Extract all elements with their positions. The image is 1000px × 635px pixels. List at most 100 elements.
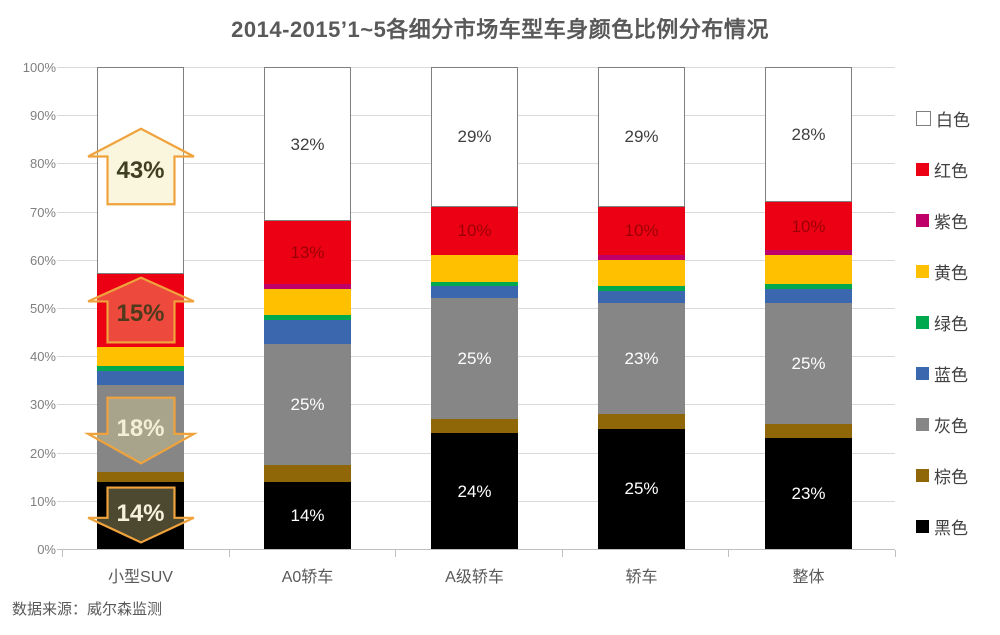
legend-item-棕色: 棕色 (916, 450, 1000, 501)
segment-黄色 (765, 255, 852, 284)
arrow-annotation-down: 18% (87, 397, 195, 464)
segment-value-label: 10% (791, 216, 826, 236)
segment-黄色 (431, 255, 518, 282)
y-axis-tick-label: 40% (29, 349, 56, 365)
segment-红色 (97, 274, 184, 347)
plot-area: 小型SUV 14% 25% 13% 32% A0轿车 24% 25% 10% 29% A级轿车 25%… (57, 67, 896, 586)
y-axis-tick-label: 0% (37, 542, 56, 557)
segment-绿色 (765, 283, 852, 289)
segment-value-label: 23% (624, 349, 659, 369)
arrow-annotation-value: 14% (116, 499, 165, 527)
arrow-annotation-down: 14% (87, 487, 195, 543)
segment-蓝色 (264, 320, 351, 345)
legend-swatch-icon (916, 163, 929, 176)
segment-紫色 (765, 250, 852, 255)
segment-黑色: 25% (598, 428, 685, 549)
x-axis-tick (895, 550, 896, 557)
x-axis-category-label: 轿车 (625, 569, 658, 586)
segment-黄色 (264, 288, 351, 316)
segment-value-label: 25% (791, 353, 826, 373)
source-note: 数据来源：威尔森监测 (12, 601, 163, 618)
legend-label: 红色 (934, 162, 968, 181)
arrow-annotation-up: 43% (87, 128, 195, 205)
x-axis-category-label: 小型SUV (108, 569, 173, 586)
x-axis-tick (561, 550, 563, 557)
segment-黄色 (97, 346, 184, 366)
segment-value-label: 10% (624, 221, 659, 241)
segment-绿色 (97, 365, 184, 371)
legend-swatch-icon (916, 316, 929, 329)
segment-黑色 (97, 481, 184, 549)
segment-value-label: 14% (290, 505, 325, 525)
legend-swatch-icon (916, 418, 929, 431)
segment-蓝色 (598, 291, 685, 304)
arrow-annotation-value: 43% (116, 157, 165, 185)
legend-label: 白色 (936, 111, 970, 130)
legend-label: 棕色 (934, 468, 968, 487)
segment-绿色 (598, 286, 685, 292)
chart-title: 2014-2015’1~5各细分市场车型车身颜色比例分布情况 (231, 17, 769, 42)
y-axis-tick-label: 100% (22, 60, 56, 75)
y-axis-tick-label: 80% (29, 156, 56, 172)
y-axis-tick-label: 10% (29, 493, 56, 509)
segment-紫色 (598, 255, 685, 260)
segment-灰色: 23% (598, 303, 685, 415)
segment-绿色 (431, 281, 518, 287)
segment-白色: 29% (431, 67, 518, 207)
segment-棕色 (97, 471, 184, 482)
stacked-bar-A0轿车: 14% 25% 13% 32% (264, 67, 351, 549)
y-axis-tick-label: 20% (29, 445, 56, 461)
x-axis-tick (228, 550, 230, 557)
segment-棕色 (765, 423, 852, 439)
y-axis-tick-label: 30% (29, 397, 56, 413)
legend-swatch-icon (916, 520, 929, 533)
segment-蓝色 (765, 288, 852, 304)
x-axis-category-label: 整体 (792, 569, 825, 586)
segment-value-label: 29% (624, 127, 659, 147)
legend-item-白色: 白色 (916, 93, 1000, 144)
segment-白色: 32% (264, 67, 351, 222)
segment-绿色 (264, 315, 351, 321)
segment-灰色 (97, 385, 184, 472)
x-axis-tick (395, 550, 397, 557)
y-axis-tick-label: 50% (29, 301, 56, 316)
segment-value-label: 28% (791, 124, 826, 144)
segment-白色: 28% (765, 67, 852, 202)
segment-红色: 10% (431, 206, 518, 255)
segment-棕色 (431, 418, 518, 434)
segment-value-label: 13% (290, 243, 325, 263)
segment-value-label: 25% (290, 394, 325, 414)
y-axis-tick-label: 70% (29, 204, 56, 220)
stacked-bar-小型SUV (97, 67, 184, 549)
legend-item-绿色: 绿色 (916, 297, 1000, 348)
segment-value-label: 10% (457, 221, 492, 241)
segment-白色 (97, 67, 184, 275)
legend-swatch-icon (916, 265, 929, 278)
legend-label: 紫色 (934, 213, 968, 232)
x-axis-category-label: A级轿车 (445, 569, 504, 586)
segment-value-label: 24% (457, 481, 492, 501)
legend-label: 灰色 (934, 417, 968, 436)
segment-红色: 13% (264, 221, 351, 284)
x-axis-tick (62, 550, 63, 557)
legend-label: 黄色 (934, 264, 968, 283)
legend-label: 黑色 (934, 519, 968, 538)
legend-item-灰色: 灰色 (916, 399, 1000, 450)
legend-item-黄色: 黄色 (916, 246, 1000, 297)
segment-棕色 (264, 464, 351, 482)
y-axis-tick-label: 90% (29, 108, 56, 124)
legend-item-紫色: 紫色 (916, 195, 1000, 246)
chart-legend: 白色红色紫色黄色绿色 蓝色灰色棕色黑色 (916, 93, 1000, 552)
segment-value-label: 25% (457, 349, 492, 369)
segment-白色: 29% (598, 67, 685, 207)
segment-value-label: 29% (457, 127, 492, 147)
legend-swatch-icon (916, 367, 929, 380)
legend-item-蓝色: 蓝色 (916, 348, 1000, 399)
segment-黑色: 23% (765, 438, 852, 549)
segment-灰色: 25% (264, 344, 351, 465)
x-axis-category-label: A0轿车 (281, 569, 334, 586)
segment-黄色 (598, 259, 685, 287)
segment-紫色 (264, 283, 351, 289)
legend-swatch-icon (916, 469, 929, 482)
segment-棕色 (598, 414, 685, 429)
